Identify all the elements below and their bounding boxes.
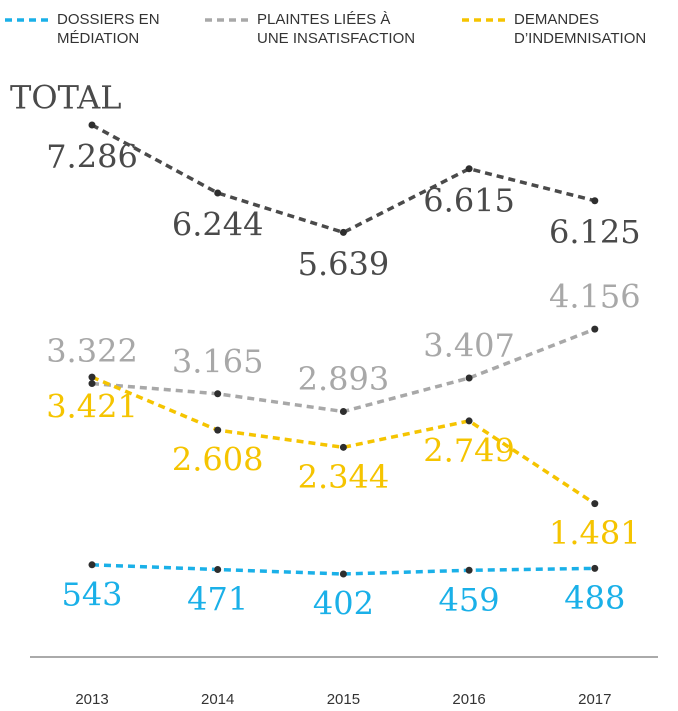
value-label: 459 xyxy=(439,581,500,619)
value-label: 3.322 xyxy=(46,332,138,370)
point xyxy=(339,570,347,578)
point xyxy=(339,443,347,451)
point xyxy=(591,325,599,333)
x-tick-label: 2014 xyxy=(201,691,234,708)
value-label: 543 xyxy=(61,575,122,613)
value-label: 7.286 xyxy=(46,138,138,176)
point xyxy=(465,566,473,574)
point xyxy=(465,374,473,382)
x-tick-label: 2016 xyxy=(452,691,485,708)
point xyxy=(88,121,96,129)
legend-label: PLAINTES LIÉES À UNE INSATISFACTION xyxy=(257,11,416,47)
value-label: 488 xyxy=(564,579,625,617)
point xyxy=(88,561,96,569)
point xyxy=(214,390,222,398)
value-label: 6.244 xyxy=(172,205,264,243)
point xyxy=(591,564,599,572)
legend-label: DEMANDES D’INDEMNISATION xyxy=(514,11,647,47)
value-label: 3.165 xyxy=(172,342,264,380)
point xyxy=(214,189,222,197)
point xyxy=(465,165,473,173)
value-label: 2.344 xyxy=(298,458,390,496)
value-label: 6.125 xyxy=(549,213,641,251)
point xyxy=(465,417,473,425)
value-label: 402 xyxy=(313,585,374,623)
point xyxy=(591,500,599,508)
x-tick-label: 2013 xyxy=(75,691,108,708)
value-label: 2.608 xyxy=(172,441,264,479)
point xyxy=(339,408,347,416)
value-label: 471 xyxy=(187,580,248,618)
value-label: 2.749 xyxy=(423,431,515,469)
x-tick-label: 2017 xyxy=(578,691,611,708)
legend-label: DOSSIERS EN MÉDIATION xyxy=(57,11,160,47)
point xyxy=(88,380,96,388)
value-label: 1.481 xyxy=(549,514,641,552)
point xyxy=(214,426,222,434)
point xyxy=(339,228,347,236)
point xyxy=(214,565,222,573)
value-label: 3.407 xyxy=(423,327,515,365)
value-label: 5.639 xyxy=(298,245,390,283)
value-label: 2.893 xyxy=(298,360,390,398)
line xyxy=(91,123,596,235)
value-label: 6.615 xyxy=(423,181,515,219)
value-label: 3.421 xyxy=(46,388,138,426)
value-label: 4.156 xyxy=(549,278,641,316)
point xyxy=(591,197,599,205)
point xyxy=(88,373,96,381)
line xyxy=(91,375,596,506)
series-label: TOTAL xyxy=(10,79,122,117)
x-tick-label: 2015 xyxy=(327,691,360,708)
